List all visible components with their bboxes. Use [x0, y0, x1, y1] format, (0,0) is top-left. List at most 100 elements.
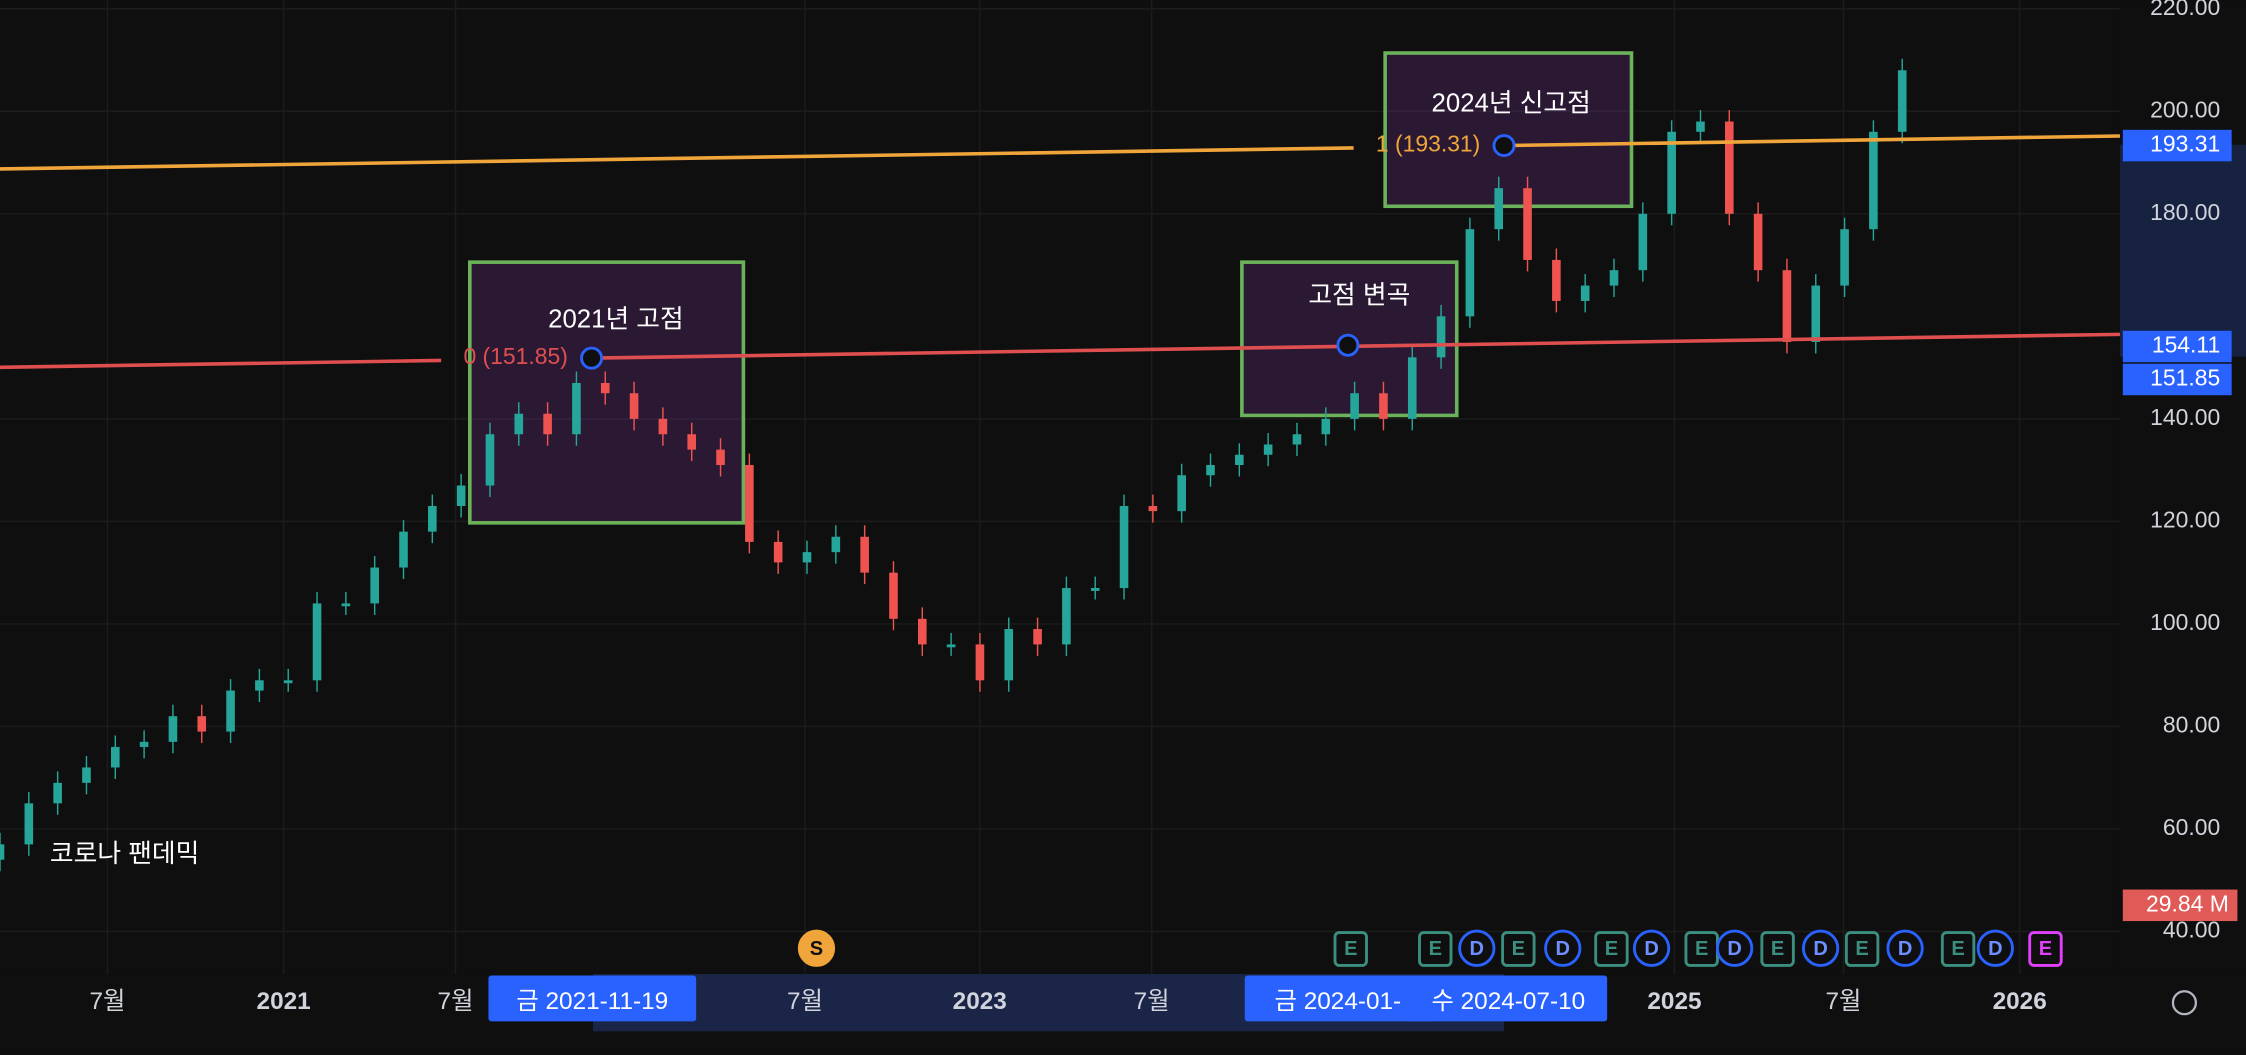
candle [168, 716, 178, 742]
candle [600, 382, 610, 394]
level-line [0, 146, 1354, 171]
candle [53, 782, 62, 804]
candle [1724, 121, 1734, 214]
event-letter: D [1556, 938, 1570, 960]
candle [370, 567, 379, 604]
event-badge [1501, 931, 1536, 967]
candle [226, 690, 235, 732]
candle [1033, 629, 1042, 645]
event-badge [1333, 931, 1368, 967]
candle [399, 531, 408, 568]
candle [82, 767, 91, 783]
candle [1206, 464, 1215, 476]
y-tick-label: 140.00 [2150, 404, 2220, 430]
candle [543, 413, 552, 435]
volume-label-bg [2122, 889, 2238, 922]
candle [283, 680, 293, 684]
event-letter: D [1470, 938, 1484, 960]
event-letter: E [2039, 938, 2052, 960]
event-letter: D [1988, 938, 2002, 960]
candle [802, 552, 812, 563]
candle [1235, 454, 1244, 465]
candle [1523, 188, 1532, 260]
y-tick-label: 120.00 [2150, 506, 2220, 532]
candle [1580, 285, 1590, 301]
candle [917, 618, 927, 645]
price-label: 193.31 [2150, 131, 2220, 157]
x-tick-label: 7월 [89, 988, 125, 1015]
event-letter: E [1855, 938, 1868, 960]
volume-label: 29.84 M [2146, 890, 2229, 916]
event-letter: E [1771, 938, 1784, 960]
event-badge [2028, 931, 2063, 967]
candle [831, 536, 841, 553]
candle [1782, 270, 1792, 342]
event-letter: E [1951, 938, 1964, 960]
settings-icon[interactable] [2171, 990, 2198, 1016]
event-badge [1544, 929, 1582, 967]
event-letter: D [1644, 938, 1658, 960]
candle [1148, 506, 1158, 512]
candle [341, 603, 351, 607]
event-badge [1844, 931, 1880, 967]
y-tick-label: 200.00 [2150, 96, 2220, 122]
candle [24, 803, 34, 845]
y-tick-label: 180.00 [2150, 199, 2220, 225]
candle [1321, 418, 1331, 435]
event-badge [797, 929, 836, 967]
candle [110, 746, 120, 768]
candle [946, 644, 956, 648]
x-label-bg [1244, 975, 1431, 1022]
y-tick-label: 80.00 [2163, 711, 2220, 737]
candle [629, 393, 639, 419]
x-tick-label: 2023 [953, 988, 1007, 1015]
x-tick-label: 금 2021-11-19 [516, 988, 668, 1015]
price-label-bg [2122, 129, 2232, 162]
annotation: 2024년 신고점 [1432, 88, 1591, 117]
event-badge [1760, 931, 1795, 967]
annotation-box [1383, 51, 1634, 209]
candle [1811, 285, 1821, 342]
x-tick-label: 7월 [1826, 988, 1862, 1015]
candle [687, 434, 697, 450]
x-tick-label: 7월 [1134, 988, 1170, 1015]
level-label: 0 (151.85) [463, 343, 567, 369]
event-letter: D [1898, 938, 1912, 960]
candle [1004, 629, 1014, 681]
candle [745, 464, 754, 542]
candle [889, 572, 898, 619]
y-tick-label: 220.00 [2150, 0, 2220, 20]
event-letter: E [1695, 938, 1708, 960]
price-label-bg [2122, 363, 2232, 396]
candle [255, 680, 264, 691]
candle [456, 485, 466, 507]
level-anchor [1336, 333, 1360, 357]
event-badge [1801, 929, 1840, 967]
event-badge [1940, 931, 1976, 967]
x-tick-label: 2021 [257, 988, 311, 1015]
x-tick-label: 수 2024-07-10 [1431, 988, 1585, 1015]
price-label-bg [2122, 330, 2232, 363]
candle [0, 844, 5, 860]
x-tick-label: 2025 [1647, 988, 1701, 1015]
annotation: 고점 변곡 [1308, 280, 1410, 309]
candle [658, 418, 668, 435]
level-anchor [580, 346, 604, 370]
candle [773, 541, 783, 563]
candle [485, 434, 495, 486]
candle [1465, 229, 1475, 317]
candle [1552, 259, 1561, 301]
candle [1292, 434, 1302, 445]
candle [1119, 506, 1129, 589]
event-badge [1976, 929, 2014, 967]
event-badge [1632, 929, 1671, 967]
candle [1407, 357, 1417, 419]
event-letter: E [1429, 938, 1442, 960]
y-tick-label: 100.00 [2150, 609, 2220, 635]
event-letter: D [1727, 938, 1741, 960]
candle [1263, 444, 1273, 455]
candle [975, 644, 985, 681]
event-badge [1886, 929, 1924, 967]
candle [514, 413, 524, 435]
